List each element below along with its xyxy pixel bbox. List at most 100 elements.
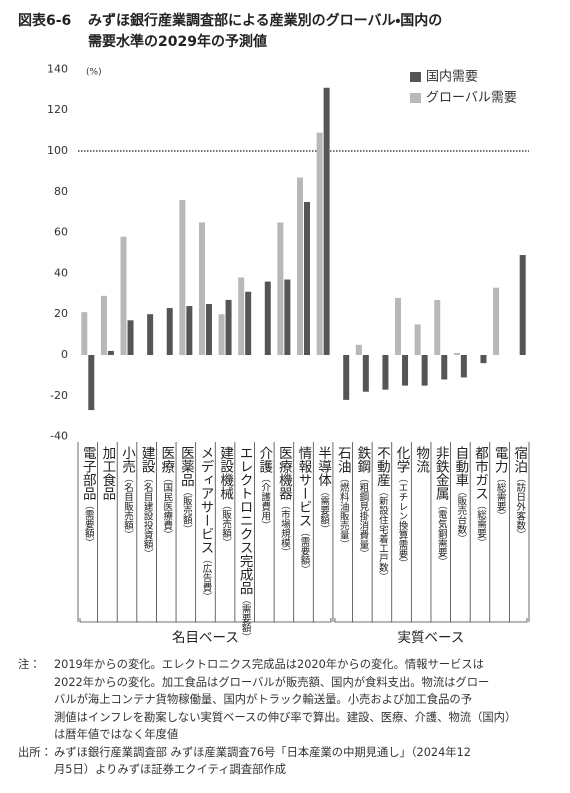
note-line: 測値はインフレを勘案しない実質ベースの伸び率で算出。建設、医療、介護、物流（国内… xyxy=(54,710,517,724)
category-name: 情報サービス xyxy=(295,446,312,527)
bar xyxy=(245,291,252,355)
bar xyxy=(107,350,114,355)
category-label: 非鉄金属（電気銅需要） xyxy=(432,446,450,567)
legend-label: 国内需要 xyxy=(426,69,478,85)
chart-title: みずほ銀行産業調査部による産業別のグローバル・国内の xyxy=(88,13,443,29)
category-name: 不動産 xyxy=(373,446,390,487)
category-name: 小売 xyxy=(119,446,136,473)
bar xyxy=(100,295,107,355)
category-name: 物流 xyxy=(413,446,430,473)
y-tick-label: 140 xyxy=(47,62,68,75)
category-name: 電子部品 xyxy=(79,446,96,500)
category-name: 化学 xyxy=(393,446,410,473)
bar xyxy=(402,355,409,386)
category-subtitle: （名目建設投資額） xyxy=(141,473,153,559)
group-label: 名目ベース xyxy=(172,630,239,646)
bar xyxy=(179,199,186,355)
category-label: 物流 xyxy=(412,446,430,473)
category-label: 自動車（販売台数） xyxy=(451,446,469,544)
category-name: エレクトロニクス完成品 xyxy=(236,446,253,595)
bar xyxy=(480,355,487,364)
category-subtitle: （需要額） xyxy=(298,527,310,575)
group-label: 実質ベース xyxy=(398,630,465,646)
category-subtitle: （需要額） xyxy=(239,594,251,643)
bar xyxy=(421,355,428,386)
category-subtitle: （新設住宅着工戸数） xyxy=(376,486,388,582)
bar xyxy=(414,324,421,355)
group-bracket xyxy=(79,618,332,623)
y-tick-label: 80 xyxy=(54,185,68,198)
category-name: 医療機器 xyxy=(275,446,292,500)
bar xyxy=(147,314,154,355)
group-bracket xyxy=(334,618,528,623)
bar xyxy=(81,312,88,355)
category-name: 電力 xyxy=(491,446,508,473)
category-subtitle: （販売額） xyxy=(180,486,192,535)
bar xyxy=(205,304,212,355)
bar xyxy=(225,299,232,355)
category-label: 都市ガス（総需要） xyxy=(471,446,489,548)
category-subtitle: （広告費） xyxy=(200,554,212,602)
y-tick-label: 0 xyxy=(61,348,68,361)
bar xyxy=(218,314,225,355)
bar xyxy=(198,222,205,355)
bar xyxy=(88,355,95,411)
category-label: 電子部品（需要額） xyxy=(79,446,97,548)
y-tick-label: 20 xyxy=(54,307,68,320)
category-name: 非鉄金属 xyxy=(432,446,449,500)
bar xyxy=(166,308,173,355)
legend-swatch xyxy=(410,72,421,82)
category-name: 石油 xyxy=(334,446,351,473)
category-subtitle: （名目販売額） xyxy=(122,473,134,540)
category-name: 鉄鋼 xyxy=(354,446,371,473)
bar xyxy=(434,299,441,355)
category-label: 加工食品 xyxy=(98,446,116,500)
bar xyxy=(395,297,402,355)
category-label: 建設（名目建設投資額） xyxy=(138,446,156,559)
category-subtitle: （販売額） xyxy=(220,500,232,548)
category-subtitle: （総需要） xyxy=(494,473,506,521)
source-line: みずほ銀行産業調査部 みずほ産業調査76号「日本産業の中期見通し」（2024年1… xyxy=(54,745,471,759)
note-line: は暦年値ではなく年度値 xyxy=(54,728,179,741)
source-line: 月5日）よりみずほ証券エクイティ調査部作成 xyxy=(54,763,286,776)
bar xyxy=(453,352,460,355)
y-tick-label: 120 xyxy=(47,103,68,116)
category-label: 宿泊（訪日外客数） xyxy=(510,446,528,540)
bar xyxy=(382,355,389,390)
category-label: 医療機器（市場規模） xyxy=(275,446,293,557)
category-subtitle: （総需要） xyxy=(474,500,486,548)
category-name: 介護 xyxy=(256,446,273,473)
category-name: 半導体 xyxy=(315,446,332,487)
bar xyxy=(297,177,303,355)
category-subtitle: （需要額） xyxy=(318,486,330,535)
category-label: 介護（介護費用） xyxy=(255,446,273,530)
category-label: エレクトロニクス完成品（需要額） xyxy=(236,446,254,642)
category-subtitle: （国民医療費） xyxy=(161,473,173,540)
notes-label: 注： xyxy=(18,658,41,671)
legend-label: グローバル需要 xyxy=(426,91,517,106)
bar xyxy=(519,255,526,355)
bar xyxy=(343,355,350,400)
category-name: 医薬品 xyxy=(177,446,194,487)
y-tick-label: -20 xyxy=(50,389,68,402)
bar xyxy=(355,344,362,355)
category-name: 都市ガス xyxy=(471,446,488,500)
bar xyxy=(441,355,448,380)
category-label: 電力（総需要） xyxy=(491,446,509,521)
note-line: 2019年からの変化。エレクトロニクス完成品は2020年からの変化。情報サービス… xyxy=(54,658,484,671)
category-subtitle: （電気銅需要） xyxy=(435,500,447,567)
bar xyxy=(316,132,323,355)
legend-swatch xyxy=(410,93,421,103)
category-subtitle: （市場規模） xyxy=(278,500,290,557)
bar xyxy=(323,87,330,355)
category-subtitle: （訪日外客数） xyxy=(514,473,526,540)
category-name: 加工食品 xyxy=(99,446,116,500)
category-label: 石油（燃料油販売量） xyxy=(334,446,352,549)
bar xyxy=(264,281,271,355)
category-subtitle: （販売台数） xyxy=(455,486,467,544)
category-label: 不動産（新設住宅着工戸数） xyxy=(373,446,391,582)
y-tick-label: 100 xyxy=(47,144,68,157)
category-subtitle: （燃料油販売量） xyxy=(337,473,349,549)
